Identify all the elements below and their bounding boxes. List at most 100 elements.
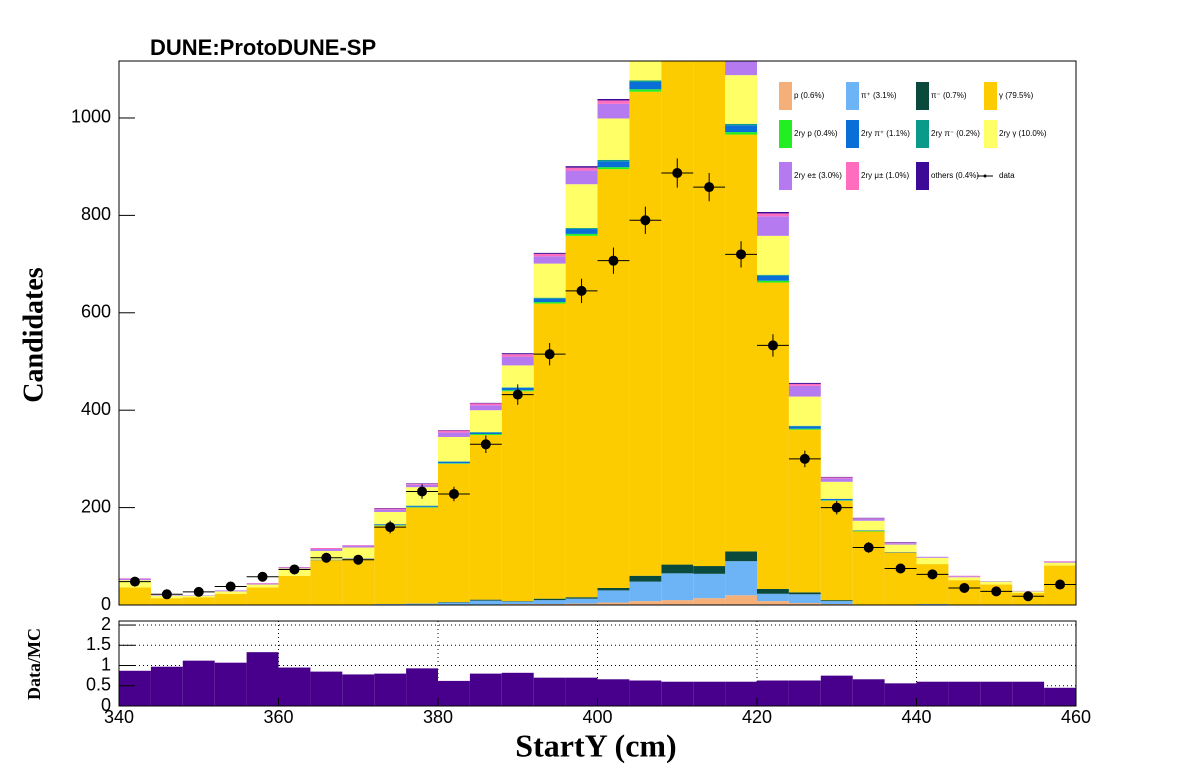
bar-segment [438, 436, 470, 462]
bar-segment [597, 98, 630, 101]
bar-segment [629, 575, 662, 582]
legend-swatch [916, 120, 929, 148]
bar-segment [533, 297, 566, 299]
bar-segment [629, 601, 662, 605]
bar-segment [757, 593, 789, 602]
bar-segment [214, 593, 247, 605]
frame [118, 60, 1077, 606]
bar-segment [374, 525, 407, 605]
bar-segment [246, 584, 279, 588]
bar-segment [533, 302, 566, 304]
bar-segment [438, 461, 470, 464]
bar-segment [182, 597, 215, 605]
bar-segment [725, 75, 757, 124]
legend-swatch [779, 120, 792, 148]
bar-segment [661, 564, 694, 574]
bar-segment [757, 280, 789, 283]
bar-segment [565, 170, 598, 185]
y-tick-label: 2 [101, 614, 111, 634]
bar-segment [788, 383, 821, 386]
ratio-y-axis-label: Data/MC [24, 628, 44, 700]
data-point [991, 586, 1002, 597]
data-point [831, 502, 842, 513]
bar-segment [533, 253, 566, 257]
bar-segment [438, 463, 470, 603]
data-point [672, 168, 683, 179]
bar-segment [788, 592, 821, 595]
bar [725, 681, 757, 706]
bar-segment [342, 547, 375, 559]
bar-segment [852, 518, 885, 521]
bar-segment [469, 434, 502, 436]
bar-segment [597, 100, 630, 104]
bar [788, 680, 821, 706]
bar [884, 683, 917, 706]
bar [852, 679, 885, 706]
data-point [129, 576, 140, 587]
legend-label: 2ry π⁺ (1.1%) [861, 129, 910, 138]
bar-segment [565, 603, 598, 605]
bar-segment [820, 601, 853, 605]
bar [916, 681, 949, 706]
data-point [959, 582, 970, 593]
bar-segment [597, 103, 630, 119]
bar-segment [533, 256, 566, 264]
legend-swatch [779, 82, 792, 110]
bar-segment [469, 599, 502, 601]
bar-segment [916, 557, 949, 565]
data-point [480, 439, 491, 450]
bar-segment [374, 509, 407, 512]
bar-segment [629, 581, 662, 602]
bar-segment [310, 548, 343, 549]
bar-segment [469, 403, 502, 406]
legend-swatch [984, 82, 997, 110]
legend-label: data [999, 171, 1015, 180]
y-tick-label: 400 [81, 399, 111, 419]
bar-segment [661, 573, 694, 601]
bar-segment [725, 132, 757, 135]
bar-segment [852, 520, 885, 531]
legend-swatch [846, 82, 859, 110]
y-tick-label: 200 [81, 496, 111, 516]
bar-segment [820, 500, 853, 601]
y-tick-label: 0.5 [86, 675, 111, 695]
legend-swatch [846, 162, 859, 190]
bar-segment [565, 166, 598, 168]
bar-segment [374, 508, 407, 510]
x-tick-label: 400 [582, 707, 612, 727]
bar-segment [438, 602, 470, 605]
bar-segment [820, 498, 853, 501]
bar-segment [820, 477, 853, 479]
bar-segment [788, 594, 821, 604]
bar-segment [884, 543, 917, 545]
bar-segment [757, 275, 789, 281]
main-plot: 0 200 400 600 800 1000 [71, 60, 1077, 614]
data-point [736, 249, 747, 260]
bar-segment [406, 507, 438, 604]
data-point [161, 589, 172, 600]
bar-segment [693, 61, 726, 567]
bar-segment [501, 391, 534, 602]
bar-segment [501, 601, 534, 605]
legend-swatch [846, 120, 859, 148]
bar [948, 681, 981, 706]
data-point [799, 453, 810, 464]
data-point [289, 564, 300, 575]
legend-label: 2ry p (0.4%) [794, 129, 838, 138]
legend-swatch [916, 162, 929, 190]
bar-segment [119, 587, 151, 605]
legend-swatch [916, 82, 929, 110]
bar-segment [916, 556, 949, 558]
bar-segment [629, 61, 662, 81]
data-point [608, 255, 619, 266]
bar-segment [725, 595, 757, 605]
legend-label: 2ry e± (3.0%) [794, 171, 842, 180]
bar-segment [565, 233, 598, 236]
bar-segment [406, 506, 438, 508]
bar-segment [597, 159, 630, 162]
data-point [193, 586, 204, 597]
y-tick-label: 1 [101, 654, 111, 674]
bar-segment [757, 588, 789, 594]
data-point [417, 486, 428, 497]
bar-segment [597, 587, 630, 591]
